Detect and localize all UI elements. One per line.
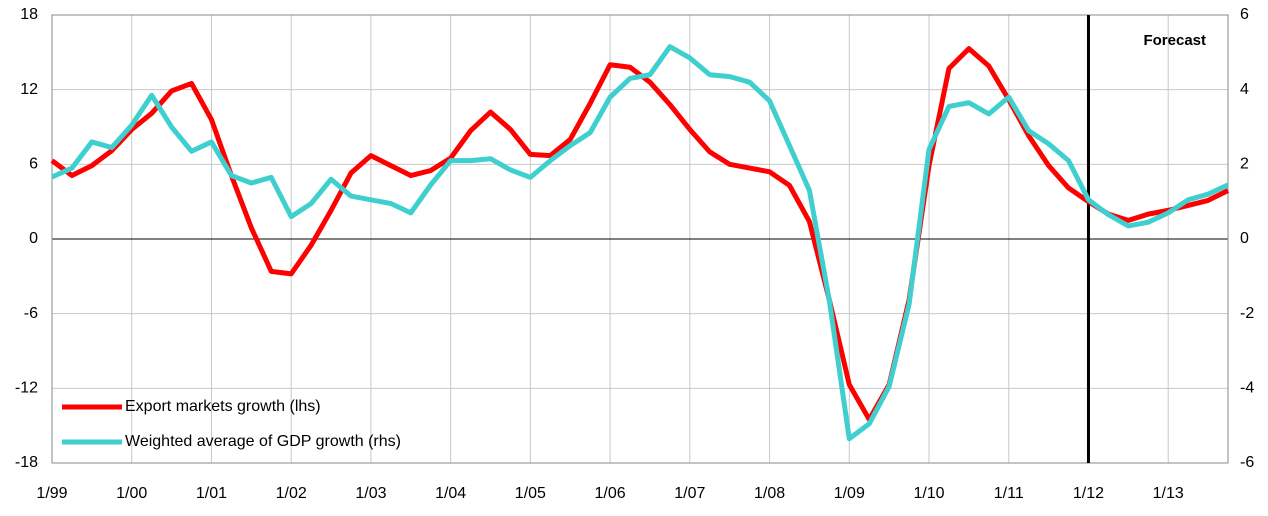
y-tick-label: 18 <box>20 6 38 23</box>
y2-tick-label: -4 <box>1240 380 1254 397</box>
series-line <box>50 46 1230 422</box>
y2-tick-label: 0 <box>1240 230 1249 247</box>
x-tick-label: 1/03 <box>355 485 386 502</box>
y-tick-label: 0 <box>29 230 38 247</box>
y-tick-label: -18 <box>15 454 38 471</box>
x-tick-label: 1/05 <box>515 485 546 502</box>
x-tick-label: 1/99 <box>36 485 67 502</box>
x-tick-label: 1/00 <box>116 485 147 502</box>
x-tick-label: 1/12 <box>1073 485 1104 502</box>
x-tick-label: 1/08 <box>754 485 785 502</box>
x-tick-label: 1/06 <box>595 485 626 502</box>
x-tick-label: 1/07 <box>674 485 705 502</box>
x-tick-label: 1/02 <box>276 485 307 502</box>
legend-label: Export markets growth (lhs) <box>125 398 321 415</box>
legend-label: Weighted average of GDP growth (rhs) <box>125 433 401 450</box>
x-tick-label: 1/09 <box>834 485 865 502</box>
y2-tick-label: 6 <box>1240 6 1249 23</box>
x-tick-label: 1/11 <box>994 485 1024 502</box>
y-tick-label: -12 <box>15 380 38 397</box>
x-tick-label: 1/04 <box>435 485 466 502</box>
y2-tick-label: 4 <box>1240 81 1249 98</box>
y2-tick-label: -2 <box>1240 305 1254 322</box>
series-line <box>50 44 1230 442</box>
y-tick-label: 12 <box>20 81 38 98</box>
x-tick-label: 1/13 <box>1153 485 1184 502</box>
x-tick-label: 1/10 <box>913 485 944 502</box>
plot-border <box>51 14 1229 464</box>
annotation: Forecast <box>1143 32 1206 49</box>
x-tick-label: 1/01 <box>196 485 227 502</box>
y-tick-label: 6 <box>29 156 38 173</box>
y2-tick-label: -6 <box>1240 454 1254 471</box>
y2-tick-label: 2 <box>1240 156 1249 173</box>
y-tick-label: -6 <box>24 305 38 322</box>
